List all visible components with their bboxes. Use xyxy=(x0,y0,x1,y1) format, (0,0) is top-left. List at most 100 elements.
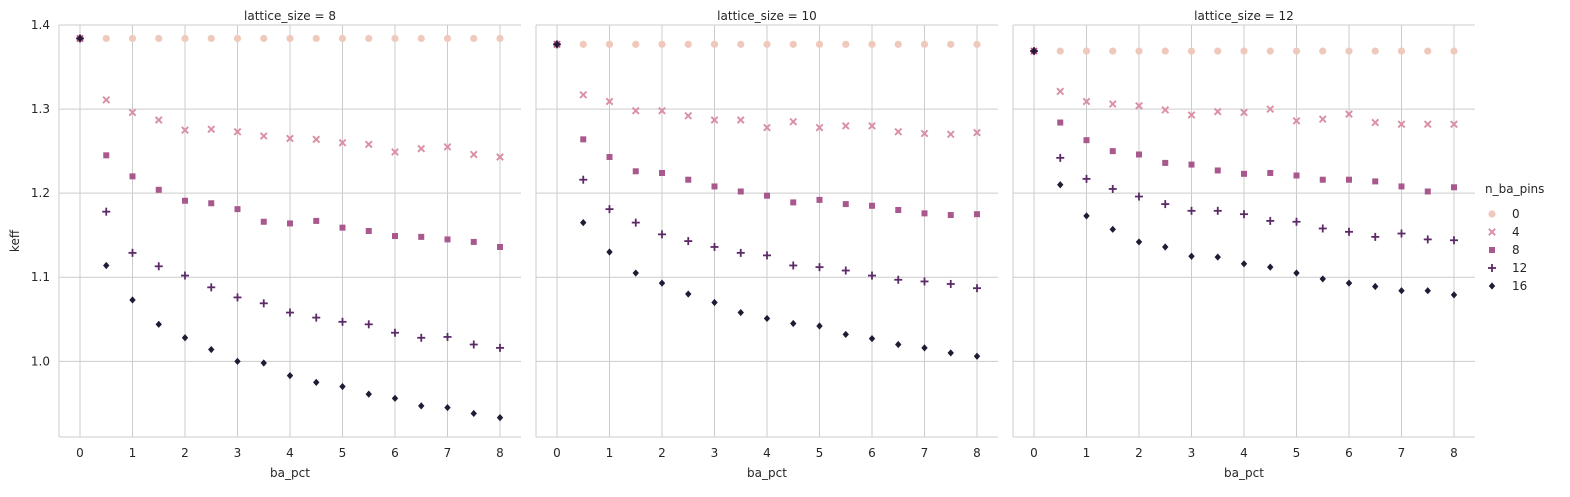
data-point xyxy=(841,266,850,275)
x-tick-label: 2 xyxy=(658,446,666,460)
data-point xyxy=(1345,47,1353,55)
data-point xyxy=(339,382,346,391)
data-point xyxy=(103,152,110,159)
data-point xyxy=(312,34,320,43)
data-point xyxy=(1345,279,1353,287)
data-point xyxy=(1057,181,1064,189)
data-point xyxy=(181,271,189,280)
data-point xyxy=(1187,47,1196,55)
data-point xyxy=(365,390,372,398)
facet-panel-3: lattice_size = 12 0 1 2 3 4 5 6 7 8 ba_pct xyxy=(1012,9,1475,480)
data-point xyxy=(128,34,137,43)
data-point xyxy=(1187,111,1196,119)
data-point xyxy=(286,134,294,143)
data-point xyxy=(1450,47,1458,55)
x-tick-label: 8 xyxy=(496,446,504,460)
x-tick-label: 3 xyxy=(234,446,242,460)
data-point xyxy=(1188,161,1195,168)
data-point xyxy=(868,122,876,130)
facet-title: lattice_size = 12 xyxy=(1194,9,1294,23)
data-point xyxy=(1346,176,1352,183)
data-point xyxy=(286,372,294,380)
data-point xyxy=(207,34,215,43)
data-point xyxy=(312,313,321,322)
data-point xyxy=(605,40,614,48)
points xyxy=(1030,47,1458,299)
x-tick-label: 6 xyxy=(868,446,876,460)
data-point xyxy=(418,402,425,410)
data-point xyxy=(658,40,666,48)
data-point xyxy=(1293,172,1300,179)
data-point xyxy=(764,192,770,199)
data-point xyxy=(181,34,189,43)
data-point xyxy=(1424,287,1431,295)
data-point xyxy=(1345,110,1353,118)
data-point xyxy=(1450,291,1458,299)
data-point xyxy=(579,40,587,48)
data-point xyxy=(470,238,477,245)
data-point xyxy=(1398,287,1405,295)
x-axis-label: ba_pct xyxy=(1224,466,1264,480)
data-point xyxy=(632,40,640,48)
facet-panel-1: lattice_size = 8 0 1 2 3 4 5 6 7 8 1.0 1.1 1.2 1.3 1.4… xyxy=(31,9,521,480)
facet-panel-2: lattice_size = 10 0 1 2 3 4 5 6 7 8 ba_pct xyxy=(535,9,998,480)
data-point xyxy=(1161,200,1170,209)
data-point xyxy=(631,218,640,227)
data-point xyxy=(1292,116,1301,125)
data-point xyxy=(470,409,477,418)
legend-item: 12 xyxy=(1488,261,1527,275)
data-point xyxy=(816,196,823,203)
data-point xyxy=(444,403,451,412)
data-point xyxy=(364,140,373,149)
data-point xyxy=(685,176,692,183)
data-point xyxy=(710,242,719,251)
data-point xyxy=(789,40,797,48)
data-point xyxy=(632,168,639,175)
data-point xyxy=(1319,176,1326,183)
data-point xyxy=(579,175,588,184)
data-point xyxy=(1135,47,1143,55)
data-point xyxy=(659,169,665,176)
data-point xyxy=(842,40,850,48)
data-point xyxy=(710,40,719,48)
data-point xyxy=(1188,252,1195,260)
x-tick-label: 1 xyxy=(129,446,137,460)
data-point xyxy=(816,322,823,330)
data-point xyxy=(658,279,666,287)
data-point xyxy=(339,224,346,231)
data-point xyxy=(1109,47,1117,55)
data-point xyxy=(1135,192,1143,201)
data-point xyxy=(1161,47,1169,55)
data-point xyxy=(1267,263,1274,271)
data-point xyxy=(1161,106,1170,114)
x-tick-label: 2 xyxy=(1135,446,1143,460)
data-point xyxy=(365,228,372,234)
data-point xyxy=(815,40,824,48)
data-point xyxy=(1030,47,1038,55)
data-point xyxy=(711,298,718,307)
data-point xyxy=(260,34,268,43)
data-point xyxy=(1082,174,1091,183)
data-point xyxy=(1372,282,1379,291)
legend-marker xyxy=(1488,282,1496,290)
x-tick-label: 0 xyxy=(76,446,84,460)
data-point xyxy=(684,111,693,120)
data-point xyxy=(1056,87,1065,96)
data-point xyxy=(1424,47,1432,55)
facet-title: lattice_size = 8 xyxy=(244,9,336,23)
data-point xyxy=(391,328,399,337)
data-point xyxy=(1318,115,1327,124)
data-point xyxy=(1187,206,1196,215)
data-point xyxy=(1266,105,1275,113)
data-point xyxy=(1423,120,1432,129)
x-tick-label: 8 xyxy=(973,446,981,460)
data-point xyxy=(815,263,824,272)
data-point xyxy=(1266,216,1275,225)
data-point xyxy=(815,123,824,132)
legend-label: 0 xyxy=(1512,207,1520,221)
data-point xyxy=(391,394,399,402)
data-point xyxy=(763,40,771,48)
data-point xyxy=(1451,184,1457,191)
